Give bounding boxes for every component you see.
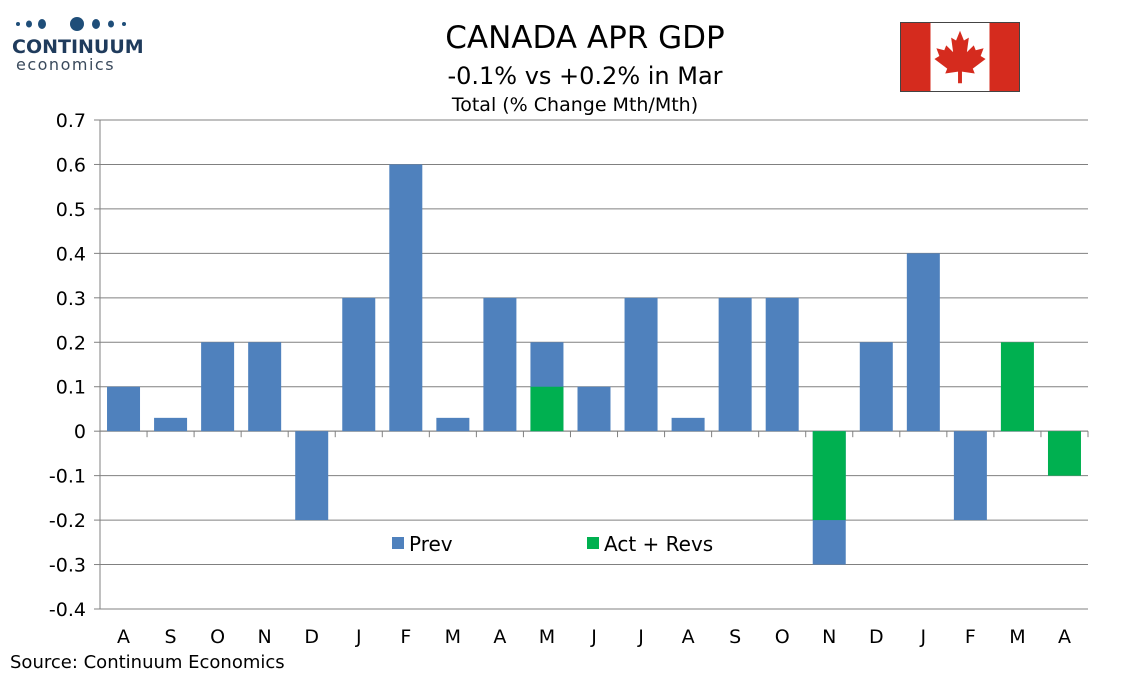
- bar-prev: [953, 431, 987, 521]
- bar-prev: [718, 297, 752, 432]
- x-tick-label: A: [1058, 626, 1071, 648]
- bar-act-revs: [530, 386, 564, 432]
- bar-prev: [906, 253, 940, 432]
- x-tick-label: S: [729, 626, 741, 648]
- bar-prev: [624, 297, 658, 432]
- x-tick-label: A: [682, 626, 695, 648]
- x-tick-label: O: [210, 626, 225, 648]
- x-tick-label: D: [869, 626, 884, 648]
- x-tick-label: M: [1009, 626, 1025, 648]
- y-tick-label: 0.4: [56, 243, 86, 265]
- x-tick-label: O: [775, 626, 790, 648]
- logo-dots-icon: [12, 14, 142, 34]
- bar-act-revs: [1000, 342, 1034, 432]
- bar-prev: [577, 386, 611, 432]
- y-tick-label: -0.3: [49, 555, 86, 577]
- bar-prev: [389, 164, 423, 432]
- y-tick-label: 0.1: [56, 377, 86, 399]
- bar-prev: [765, 297, 799, 432]
- logo-sub: economics: [16, 55, 116, 74]
- y-tick-label: 0.2: [56, 332, 86, 354]
- x-tick-label: A: [493, 626, 506, 648]
- x-tick-label: N: [822, 626, 836, 648]
- bar-prev: [436, 417, 470, 432]
- bar-prev: [154, 417, 188, 432]
- bar-prev: [342, 297, 376, 432]
- x-tick-label: J: [637, 626, 644, 648]
- x-tick-label: S: [165, 626, 177, 648]
- chart-subtitle: -0.1% vs +0.2% in Mar: [447, 62, 723, 90]
- x-tick-label: F: [400, 626, 411, 648]
- y-tick-label: -0.2: [49, 510, 86, 532]
- bar-prev: [483, 297, 517, 432]
- y-tick-label: -0.4: [49, 599, 86, 621]
- y-tick-label: 0.3: [56, 288, 86, 310]
- legend-label: Prev: [409, 532, 453, 556]
- legend-label: Act + Revs: [604, 532, 713, 556]
- chart-ylabel: Total (% Change Mth/Mth): [451, 94, 699, 116]
- y-tick-label: 0.7: [56, 110, 86, 132]
- x-tick-label: M: [539, 626, 555, 648]
- source-note: Source: Continuum Economics: [10, 652, 285, 673]
- bar-prev: [248, 342, 282, 432]
- logo-name: CONTINUUM: [12, 36, 144, 58]
- legend-swatch: [587, 537, 599, 549]
- y-tick-label: -0.1: [49, 466, 86, 488]
- bar-prev: [671, 417, 705, 432]
- x-tick-label: M: [445, 626, 461, 648]
- x-tick-label: N: [258, 626, 272, 648]
- y-tick-label: 0.6: [56, 154, 86, 176]
- x-tick-label: J: [920, 626, 927, 648]
- bar-prev: [201, 342, 235, 432]
- x-tick-label: A: [117, 626, 130, 648]
- y-tick-label: 0: [74, 421, 86, 443]
- bar-prev: [295, 431, 329, 521]
- canada-flag-icon: [900, 22, 1020, 92]
- continuum-logo: CONTINUUM economics: [12, 14, 144, 74]
- bar-prev: [107, 386, 141, 432]
- x-tick-label: J: [355, 626, 362, 648]
- chart-title: CANADA APR GDP: [445, 20, 725, 56]
- bar-act-revs: [812, 431, 846, 521]
- bar-act-revs: [1047, 431, 1081, 476]
- y-tick-label: 0.5: [56, 199, 86, 221]
- x-tick-label: F: [965, 626, 976, 648]
- x-tick-label: D: [304, 626, 319, 648]
- legend-swatch: [392, 537, 404, 549]
- x-tick-label: J: [590, 626, 597, 648]
- bar-prev: [859, 342, 893, 432]
